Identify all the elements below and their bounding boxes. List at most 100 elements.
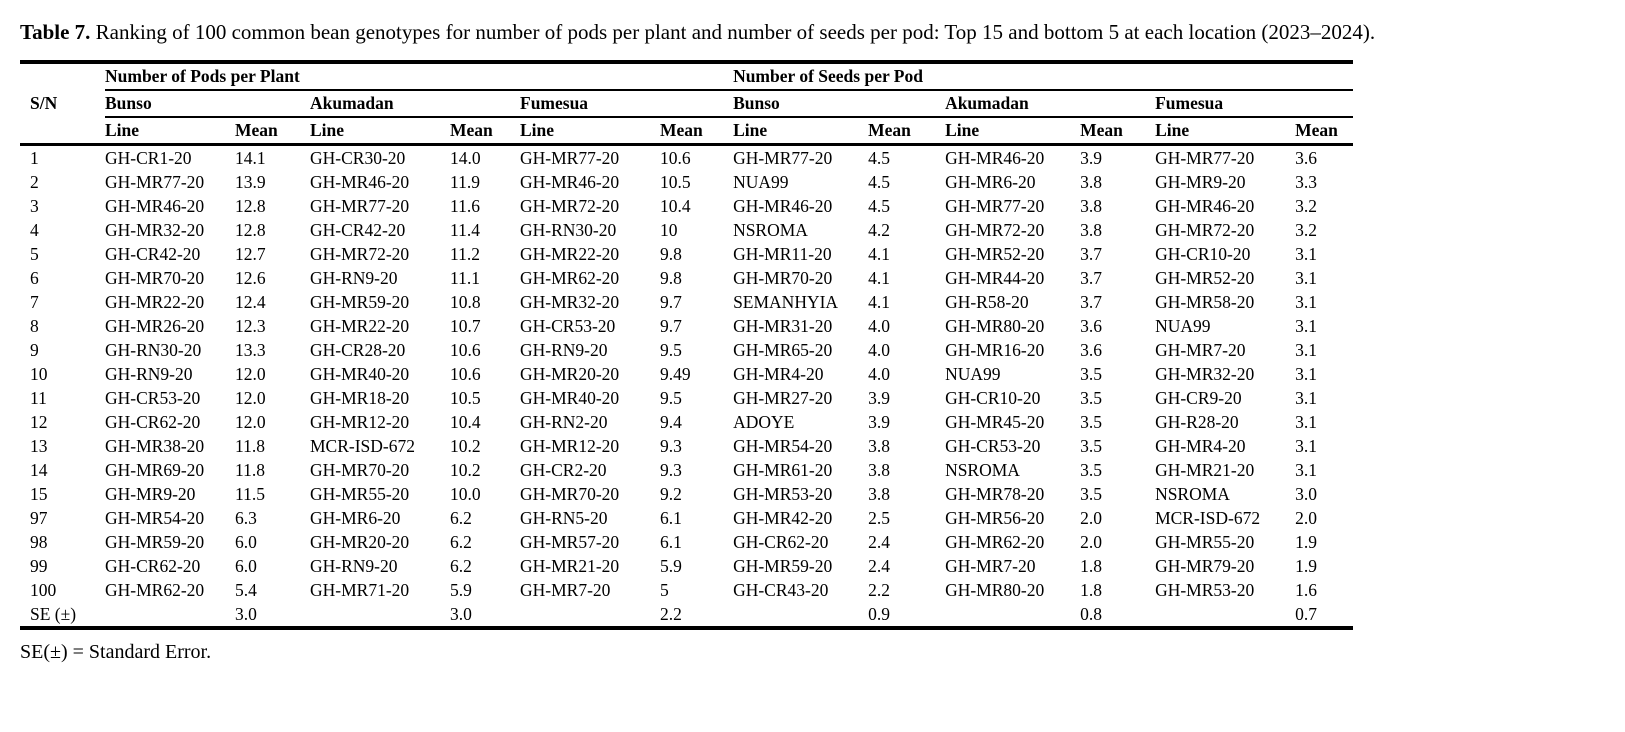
line-cell: GH-RN9-20 (310, 268, 398, 288)
mean-cell: 3.0 (450, 604, 472, 624)
line-cell: NUA99 (733, 172, 789, 192)
mean-cell: 3.5 (1080, 484, 1102, 504)
line-cell: GH-MR59-20 (733, 556, 833, 576)
line-cell: SEMANHYIA (733, 292, 839, 312)
line-cell: GH-MR12-20 (520, 436, 620, 456)
line-cell: GH-MR22-20 (105, 292, 205, 312)
measure-header-row: Line Mean Line Mean Line Mean Line Mean … (20, 117, 1354, 146)
column-header-mean: Mean (1295, 117, 1354, 146)
table-body: 1 GH-CR1-20 14.1 GH-CR30-20 14.0 GH-MR77-20 10… (20, 145, 1353, 629)
mean-cell: 2.0 (1080, 532, 1102, 552)
mean-cell: 10.2 (450, 436, 481, 456)
table-caption-text: Ranking of 100 common bean genotypes for… (95, 20, 1376, 44)
column-header-mean: Mean (450, 117, 520, 146)
line-cell: GH-MR6-20 (945, 172, 1036, 192)
line-cell: GH-RN30-20 (105, 340, 202, 360)
line-cell (945, 602, 1080, 628)
mean-cell: 11.8 (235, 460, 265, 480)
line-cell: GH-MR52-20 (945, 244, 1045, 264)
column-header-mean: Mean (868, 117, 946, 146)
mean-cell: 2.4 (868, 532, 890, 552)
line-cell: GH-CR42-20 (105, 244, 201, 264)
line-cell: GH-MR9-20 (105, 484, 196, 504)
mean-cell: 11.9 (450, 172, 480, 192)
sn-cell: 2 (30, 172, 39, 192)
mean-cell: 6.1 (660, 508, 682, 528)
mean-cell: 2.4 (868, 556, 890, 576)
location-header-seeds-fumesua: Fumesua (1155, 90, 1354, 118)
sn-cell: 7 (30, 292, 39, 312)
line-cell: GH-MR12-20 (310, 412, 410, 432)
mean-cell: 3.5 (1080, 460, 1102, 480)
line-cell: GH-MR46-20 (520, 172, 620, 192)
page: Table 7. Ranking of 100 common bean geno… (20, 14, 1548, 663)
mean-cell: 9.5 (660, 388, 682, 408)
mean-cell: 10.6 (450, 340, 481, 360)
mean-cell: 1.8 (1080, 556, 1102, 576)
line-cell: GH-MR70-20 (310, 460, 410, 480)
mean-cell: 3.7 (1080, 268, 1102, 288)
line-cell: GH-CR10-20 (1155, 244, 1251, 264)
mean-cell: 3.9 (1080, 148, 1102, 168)
mean-cell: 3.1 (1295, 316, 1317, 336)
line-cell: GH-MR72-20 (1155, 220, 1255, 240)
sn-cell: 10 (30, 364, 48, 384)
line-cell: GH-MR22-20 (310, 316, 410, 336)
location-header-pods-fumesua: Fumesua (520, 90, 734, 118)
table-row: 100 GH-MR62-20 5.4 GH-MR71-20 5.9 GH-MR7-20 5 G… (20, 578, 1353, 602)
line-cell (733, 602, 868, 628)
mean-cell: 1.6 (1295, 580, 1317, 600)
table-caption: Table 7. Ranking of 100 common bean geno… (20, 14, 1548, 50)
mean-cell: 11.6 (450, 196, 480, 216)
line-cell: GH-CR28-20 (310, 340, 406, 360)
table-row: 1 GH-CR1-20 14.1 GH-CR30-20 14.0 GH-MR77-20 10… (20, 145, 1353, 171)
ranking-table: S/N Number of Pods per Plant Number of S… (20, 60, 1354, 630)
line-cell: GH-MR55-20 (1155, 532, 1255, 552)
line-cell: GH-CR2-20 (520, 460, 607, 480)
line-cell: GH-MR22-20 (520, 244, 620, 264)
mean-cell: 4.1 (868, 292, 890, 312)
line-cell: GH-MR78-20 (945, 484, 1045, 504)
mean-cell: 3.0 (235, 604, 257, 624)
mean-cell: 4.0 (868, 316, 890, 336)
mean-cell: 14.0 (450, 148, 481, 168)
line-cell: NSROMA (733, 220, 808, 240)
line-cell: GH-R28-20 (1155, 412, 1239, 432)
line-cell: GH-MR18-20 (310, 388, 410, 408)
table-row: 97 GH-MR54-20 6.3 GH-MR6-20 6.2 GH-RN5-20 6.1 G… (20, 506, 1353, 530)
mean-cell: 3.1 (1295, 412, 1317, 432)
mean-cell: 10.5 (450, 388, 481, 408)
line-cell: MCR-ISD-672 (1155, 508, 1261, 528)
column-header-line: Line (310, 117, 450, 146)
mean-cell: 3.6 (1080, 340, 1102, 360)
line-cell: GH-MR80-20 (945, 580, 1045, 600)
mean-cell: 3.8 (868, 436, 890, 456)
mean-cell: 13.3 (235, 340, 266, 360)
location-header-row: Bunso Akumadan Fumesua Bunso Akumadan Fu… (20, 90, 1354, 118)
column-header-line: Line (945, 117, 1081, 146)
mean-cell: 3.2 (1295, 196, 1317, 216)
mean-cell: 12.7 (235, 244, 266, 264)
line-cell: GH-MR4-20 (733, 364, 824, 384)
mean-cell: 0.9 (868, 604, 890, 624)
line-cell: GH-MR46-20 (733, 196, 833, 216)
sn-cell: 15 (30, 484, 48, 504)
sn-cell: 9 (30, 340, 39, 360)
line-cell: GH-MR71-20 (310, 580, 410, 600)
mean-cell: 10.4 (450, 412, 481, 432)
line-cell: GH-MR42-20 (733, 508, 833, 528)
line-cell: GH-MR77-20 (310, 196, 410, 216)
mean-cell: 10.6 (660, 148, 691, 168)
line-cell: GH-MR21-20 (1155, 460, 1255, 480)
sn-cell: 6 (30, 268, 39, 288)
line-cell (310, 602, 450, 628)
mean-cell: 3.8 (868, 460, 890, 480)
mean-cell: 4.2 (868, 220, 890, 240)
column-header-line: Line (520, 117, 660, 146)
mean-cell: 11.5 (235, 484, 265, 504)
line-cell: GH-RN30-20 (520, 220, 617, 240)
mean-cell: 4.0 (868, 340, 890, 360)
line-cell: GH-CR53-20 (520, 316, 616, 336)
location-header-pods-akumadan: Akumadan (310, 90, 520, 118)
line-cell: GH-MR7-20 (520, 580, 611, 600)
